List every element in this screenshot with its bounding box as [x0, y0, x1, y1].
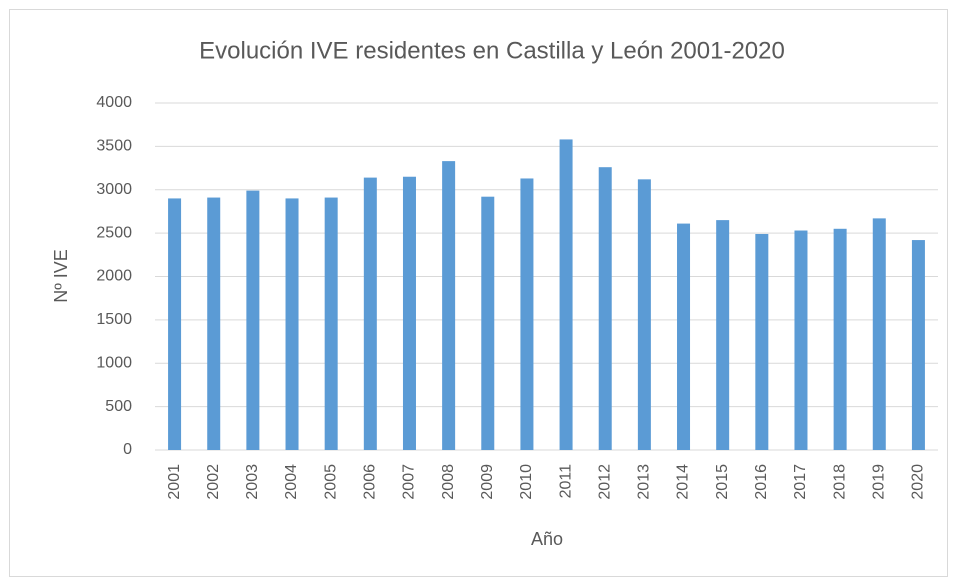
y-tick-label: 500	[105, 398, 132, 415]
y-tick-label: 2000	[96, 268, 132, 285]
y-tick-label: 1500	[96, 311, 132, 328]
bar	[285, 198, 299, 450]
bar	[794, 230, 808, 450]
bar	[559, 139, 573, 450]
bar	[442, 161, 456, 450]
x-tick-label: 2014	[675, 464, 692, 500]
bar	[363, 177, 377, 451]
bar	[598, 167, 612, 450]
bar	[716, 220, 730, 450]
x-tick-label: 2012	[596, 464, 613, 500]
x-tick-label: 2009	[479, 464, 496, 500]
chart-title: Evolución IVE residentes en Castilla y L…	[199, 37, 785, 64]
bar	[481, 196, 495, 450]
bar	[168, 198, 182, 450]
bar	[677, 223, 691, 450]
x-tick-label: 2003	[244, 464, 261, 500]
x-tick-label: 2015	[714, 464, 731, 500]
x-tick-label: 2013	[636, 464, 653, 500]
bar	[207, 197, 221, 450]
y-tick-label: 2500	[96, 224, 132, 241]
bar	[246, 190, 260, 450]
x-tick-label: 2007	[401, 464, 418, 500]
bar	[911, 240, 925, 450]
y-tick-label: 4000	[96, 94, 132, 111]
x-tick-label: 2002	[205, 464, 222, 500]
x-tick-label: 2005	[322, 464, 339, 500]
x-tick-label: 2017	[792, 464, 809, 500]
chart-border	[9, 9, 948, 577]
y-axis-title: Nº IVE	[51, 249, 71, 303]
bar	[872, 218, 886, 450]
x-tick-label: 2020	[910, 464, 927, 500]
x-tick-label: 2010	[518, 464, 535, 500]
y-tick-label: 1000	[96, 354, 132, 371]
y-tick-label: 3000	[96, 181, 132, 198]
x-tick-label: 2011	[557, 464, 574, 499]
x-tick-label: 2019	[870, 464, 887, 500]
x-tick-label: 2018	[831, 464, 848, 500]
y-tick-label: 0	[123, 441, 132, 458]
bar	[755, 233, 769, 450]
bar	[324, 197, 338, 450]
x-axis-title: Año	[531, 529, 563, 549]
x-tick-label: 2004	[283, 464, 300, 500]
bar	[637, 179, 651, 450]
bar	[520, 178, 534, 450]
x-tick-label: 2006	[362, 464, 379, 500]
y-tick-label: 3500	[96, 138, 132, 155]
x-tick-label: 2001	[166, 464, 183, 500]
bar	[833, 228, 847, 450]
x-tick-label: 2016	[753, 464, 770, 500]
bar	[402, 176, 416, 451]
x-tick-label: 2008	[440, 464, 457, 500]
